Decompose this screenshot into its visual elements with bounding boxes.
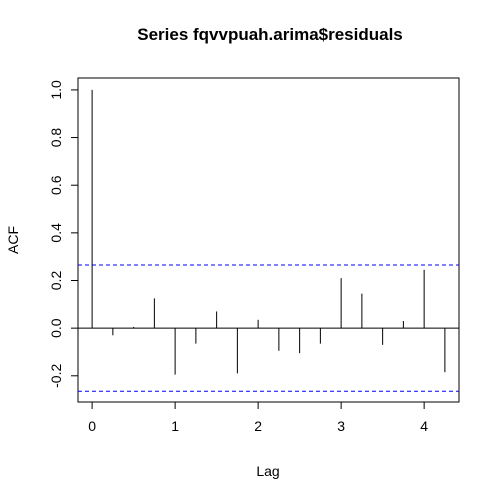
- y-axis: -0.2 0.0 0.2 0.4 0.6 0.8 1.0: [48, 80, 78, 388]
- x-tick-label: 3: [337, 418, 345, 434]
- x-tick-label: 4: [420, 418, 428, 434]
- x-tick-label: 1: [171, 418, 179, 434]
- y-tick-label: 0.2: [48, 271, 64, 291]
- y-tick-label: 1.0: [48, 80, 64, 100]
- y-tick-label: 0.4: [48, 223, 64, 243]
- y-tick-label: -0.2: [48, 364, 64, 388]
- x-axis: 0 1 2 3 4: [88, 402, 428, 434]
- plot-frame: [77, 77, 460, 403]
- chart-title: Series fqvvpuah.arima$residuals: [137, 25, 403, 44]
- x-tick-label: 0: [88, 418, 96, 434]
- y-tick-label: 0.0: [48, 318, 64, 338]
- x-tick-label: 2: [254, 418, 262, 434]
- x-axis-label: Lag: [256, 463, 279, 479]
- acf-bars: [91, 89, 446, 375]
- y-axis-label: ACF: [5, 226, 21, 254]
- y-tick-label: 0.8: [48, 128, 64, 148]
- y-tick-label: 0.6: [48, 175, 64, 195]
